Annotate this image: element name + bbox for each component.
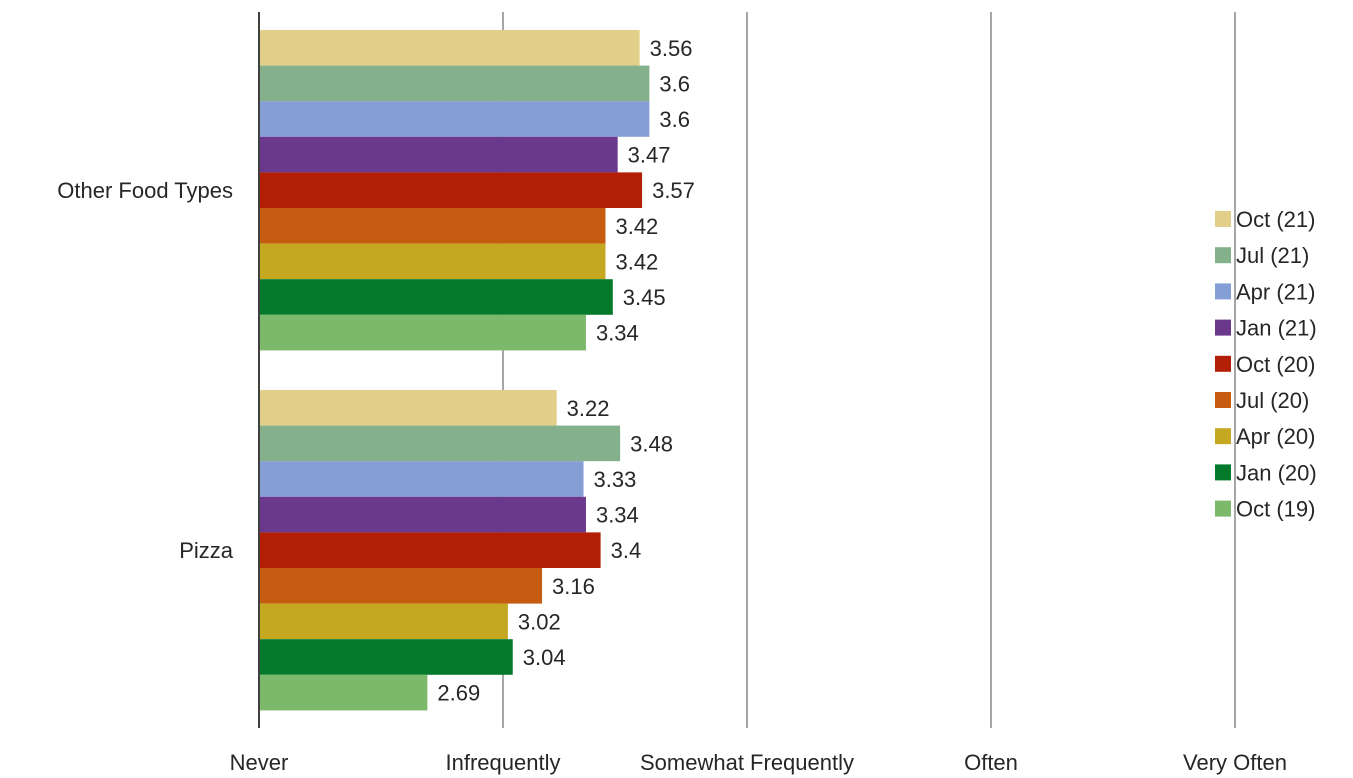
legend-swatch: [1215, 283, 1231, 300]
legend-swatch: [1215, 247, 1231, 264]
legend-label: Jul (21): [1236, 243, 1309, 268]
bar: [259, 208, 606, 244]
bar: [259, 674, 428, 711]
bar: [259, 496, 586, 533]
bar-value-label: 3.6: [659, 71, 690, 96]
bar: [259, 532, 601, 568]
bar: [259, 314, 586, 351]
legend-label: Jan (21): [1236, 316, 1317, 341]
legend-label: Jan (20): [1236, 460, 1317, 485]
bar-value-label: 3.48: [630, 431, 673, 456]
bar-value-label: 3.42: [615, 214, 658, 239]
legend-label: Oct (21): [1236, 207, 1315, 232]
bar-value-label: 3.22: [567, 396, 610, 421]
legend-label: Oct (20): [1236, 352, 1315, 377]
legend-swatch: [1215, 211, 1231, 227]
bar: [259, 65, 650, 102]
legend-swatch: [1215, 319, 1231, 336]
legend-label: Apr (20): [1236, 424, 1315, 449]
category-label: Other Food Types: [57, 178, 233, 203]
legend-label: Apr (21): [1236, 279, 1315, 304]
legend-swatch: [1215, 464, 1231, 481]
bar: [259, 101, 650, 137]
bar: [259, 461, 584, 497]
bar: [259, 390, 557, 426]
legend-swatch: [1215, 428, 1231, 445]
category-label: Pizza: [179, 538, 234, 563]
x-tick-label: Never: [230, 750, 289, 775]
bar-value-label: 3.6: [659, 107, 690, 132]
bar-value-label: 3.04: [523, 645, 566, 670]
x-tick-label: Very Often: [1183, 750, 1287, 775]
bar-value-label: 3.4: [611, 538, 642, 563]
bar-value-label: 3.34: [596, 321, 639, 346]
legend-swatch: [1215, 392, 1231, 408]
bar: [259, 568, 543, 604]
bar-value-label: 3.16: [552, 574, 595, 599]
x-tick-label: Infrequently: [446, 750, 561, 775]
legend-label: Oct (19): [1236, 497, 1315, 522]
bar: [259, 603, 508, 640]
bar-value-label: 3.33: [594, 467, 637, 492]
legend-label: Jul (20): [1236, 388, 1309, 413]
axes: Never Infrequently Somewhat Frequently Ofte…: [57, 12, 1287, 775]
bar: [259, 136, 618, 173]
bar: [259, 425, 621, 462]
bar: [259, 172, 643, 208]
bar: [259, 279, 613, 315]
bars: 3.56 3.6 3.6 3.47 3.57 3.42 3.42 3.45 3.34 3.22 3.…: [259, 30, 695, 711]
bar-value-label: 3.34: [596, 503, 639, 528]
bar: [259, 30, 640, 66]
bar: [259, 243, 606, 280]
bar: [259, 639, 513, 675]
bar-value-label: 3.45: [623, 285, 666, 310]
x-tick-label: Somewhat Frequently: [640, 750, 854, 775]
bar-value-label: 3.47: [628, 143, 671, 168]
x-tick-label: Often: [964, 750, 1018, 775]
legend-swatch: [1215, 355, 1231, 372]
bar-value-label: 2.69: [437, 681, 480, 706]
bar-value-label: 3.42: [615, 249, 658, 274]
bar-value-label: 3.56: [650, 36, 693, 61]
legend: Oct (21) Jul (21) Apr (21) Jan (21) Oct (20)…: [1215, 207, 1317, 522]
legend-swatch: [1215, 500, 1231, 517]
bar-value-label: 3.57: [652, 178, 695, 203]
bar-value-label: 3.02: [518, 609, 561, 634]
